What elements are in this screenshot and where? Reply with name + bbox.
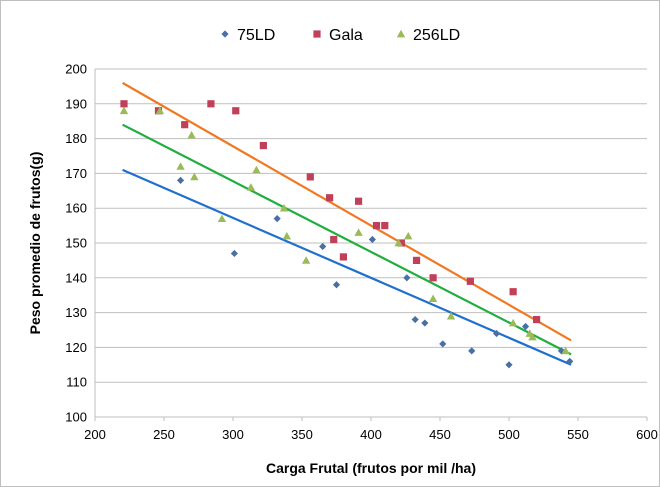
point-256ld-7 [252, 165, 261, 174]
grid-lines [95, 68, 647, 418]
point-256ld-6 [246, 183, 256, 191]
y-tick-label-200: 200 [65, 62, 87, 77]
point-75ld-0 [176, 176, 185, 184]
legend-marker-256ld [396, 29, 406, 38]
legend-marker-gala [313, 30, 321, 38]
point-gala-5 [259, 141, 267, 150]
legend-item-gala: Gala [313, 27, 363, 44]
x-tick-label-200: 200 [84, 427, 106, 442]
point-gala-16 [466, 277, 474, 285]
point-256ld-18 [528, 332, 537, 341]
point-75ld-6 [403, 274, 411, 282]
y-tick-label-160: 160 [65, 201, 87, 216]
y-tick-label-170: 170 [65, 166, 87, 181]
point-256ld-10 [301, 256, 311, 264]
legend-marker-75ld [221, 30, 229, 38]
x-tick-label-550: 550 [567, 427, 589, 442]
x-tick-label-350: 350 [291, 427, 313, 442]
x-tick-label-400: 400 [360, 427, 382, 442]
y-tick-label-180: 180 [65, 131, 87, 146]
point-256ld-1 [155, 106, 165, 115]
point-gala-18 [533, 315, 541, 324]
legend-label-gala: Gala [329, 27, 363, 44]
x-tick-label-450: 450 [429, 427, 451, 442]
y-tick-label-150: 150 [65, 236, 87, 251]
point-256ld-12 [394, 238, 403, 247]
legend: 75LD Gala 256LD [221, 27, 460, 44]
legend-item-256ld: 256LD [396, 27, 460, 44]
point-256ld-3 [187, 130, 196, 139]
x-tick-label-500: 500 [498, 427, 520, 442]
point-75ld-10 [468, 347, 476, 355]
point-gala-3 [207, 100, 215, 108]
x-tick-label-250: 250 [153, 427, 175, 442]
y-tick-label-130: 130 [65, 305, 87, 320]
x-tick-label-600: 600 [636, 427, 658, 442]
data-points [119, 100, 574, 369]
point-75ld-3 [319, 242, 327, 251]
point-gala-14 [412, 256, 421, 264]
legend-label-256ld: 256LD [413, 27, 460, 44]
y-tick-label-140: 140 [65, 270, 87, 285]
y-axis-title: Peso promedio de frutos(g) [27, 152, 43, 335]
trendline-75ld [122, 168, 572, 366]
point-75ld-12 [505, 361, 513, 369]
trendline-256ld [122, 123, 572, 356]
point-gala-10 [354, 197, 363, 205]
trendlines [122, 81, 572, 366]
point-256ld-4 [190, 172, 199, 181]
point-256ld-0 [119, 106, 129, 115]
point-gala-13 [397, 239, 405, 247]
y-axis-ticks: 100 110 120 130 140 150 160 170 180 190 200 [65, 62, 87, 425]
point-75ld-4 [332, 281, 341, 289]
point-256ld-16 [508, 318, 518, 327]
point-75ld-1 [230, 249, 238, 258]
point-gala-11 [372, 222, 381, 230]
point-256ld-19 [561, 346, 570, 355]
point-256ld-8 [279, 204, 289, 212]
point-75ld-5 [368, 235, 376, 244]
point-gala-8 [330, 235, 338, 244]
point-256ld-14 [428, 294, 438, 303]
trendline-gala [122, 81, 572, 342]
x-axis-ticks: 200 250 300 350 400 450 500 550 600 [84, 417, 658, 442]
point-75ld-13 [521, 322, 530, 331]
point-gala-17 [509, 288, 517, 296]
point-75ld-15 [566, 357, 574, 365]
point-gala-15 [429, 274, 437, 282]
point-gala-2 [181, 121, 189, 129]
legend-item-75ld: 75LD [221, 27, 275, 44]
point-75ld-7 [411, 315, 419, 324]
point-75ld-11 [492, 329, 501, 338]
point-gala-12 [381, 222, 389, 230]
x-tick-label-300: 300 [222, 427, 244, 442]
y-tick-label-100: 100 [65, 410, 87, 425]
point-256ld-15 [446, 311, 456, 320]
point-gala-9 [339, 253, 347, 261]
point-256ld-13 [404, 231, 413, 240]
point-gala-4 [232, 107, 240, 115]
y-tick-label-190: 190 [65, 96, 87, 111]
point-256ld-9 [282, 231, 292, 240]
point-gala-7 [326, 194, 334, 202]
point-75ld-2 [273, 215, 281, 223]
point-75ld-9 [439, 340, 447, 348]
legend-label-75ld: 75LD [237, 27, 275, 44]
point-gala-0 [120, 100, 128, 108]
point-256ld-11 [354, 228, 363, 236]
y-tick-label-120: 120 [65, 340, 87, 355]
point-256ld-5 [217, 214, 227, 222]
x-axis-title: Carga Frutal (frutos por mil /ha) [266, 460, 476, 476]
point-256ld-2 [176, 162, 185, 170]
y-tick-label-110: 110 [66, 375, 87, 390]
point-gala-6 [306, 173, 314, 181]
point-75ld-8 [421, 319, 429, 327]
